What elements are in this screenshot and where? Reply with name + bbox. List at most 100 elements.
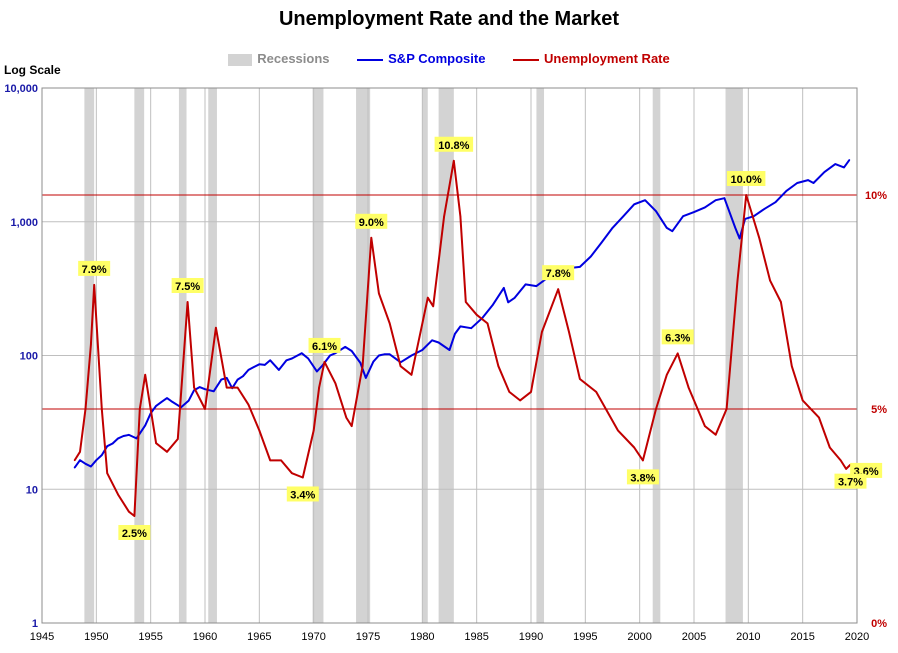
sp-composite-point — [187, 399, 190, 402]
unemployment-rate-point — [801, 399, 804, 402]
unemployment-rate-point — [79, 451, 81, 453]
sp-composite-point — [383, 353, 386, 356]
annotation: 9.0% — [355, 213, 388, 229]
sp-composite-point — [503, 287, 505, 289]
unemployment-rate-point — [73, 459, 76, 462]
sp-composite-point — [655, 210, 657, 212]
sp-composite-point — [253, 366, 255, 368]
series-lines — [73, 159, 852, 517]
sp-composite-point — [796, 182, 799, 184]
sp-composite-point — [122, 435, 125, 437]
sp-composite-point — [431, 339, 433, 342]
unemployment-rate-point — [117, 493, 119, 496]
annotation-label: 2.5% — [122, 528, 147, 540]
unemployment-rate-point — [687, 386, 690, 389]
annotation: 3.4% — [286, 486, 319, 502]
unemployment-rate-point — [100, 408, 103, 410]
annotation-highlight — [308, 337, 341, 353]
unemployment-rate-point — [280, 459, 282, 462]
sp-composite-point — [263, 364, 266, 366]
unemployment-rate-point — [312, 429, 315, 432]
unemployment-rate-point — [291, 472, 293, 475]
unemployment-rate-point — [486, 322, 489, 325]
annotation: 10.8% — [434, 136, 474, 152]
sp-composite-point — [507, 301, 509, 304]
unemployment-rate-point — [453, 159, 455, 162]
legend-item-unemployment-rate: Unemployment Rate — [513, 51, 670, 66]
annotation-highlight — [542, 265, 575, 281]
legend-label-sp-composite: S&P Composite — [388, 51, 486, 67]
annotation-label: 9.0% — [359, 217, 384, 229]
unemployment-rate-point — [128, 510, 130, 513]
unemployment-rate-point — [334, 382, 337, 385]
unemployment-rate-point — [370, 237, 373, 239]
sp-composite-point — [236, 378, 239, 381]
unemployment-rate-point — [579, 378, 581, 380]
y-left-tick-label: 100 — [20, 351, 38, 363]
x-tick-label: 2020 — [845, 631, 869, 643]
unemployment-rate-point — [642, 459, 644, 462]
sp-composite-point — [247, 369, 250, 371]
unemployment-rate-point — [758, 237, 760, 239]
annotation-highlight — [434, 136, 474, 152]
y-right-tick-label: 10% — [865, 190, 887, 202]
sp-composite-point — [258, 363, 261, 366]
sp-composite-point — [160, 401, 163, 403]
annotation: 3.7% — [834, 473, 867, 489]
unemployment-rate-point — [839, 459, 842, 462]
unemployment-rate-point — [302, 476, 304, 479]
annotation-label: 6.3% — [665, 332, 690, 344]
unemployment-rate-point — [410, 373, 413, 376]
unemployment-rate-point — [426, 296, 429, 299]
annotation-label: 7.9% — [82, 264, 107, 276]
sp-composite-point — [589, 255, 592, 258]
unemployment-rate-point — [725, 408, 728, 410]
sp-composite-point — [106, 445, 108, 447]
annotation: 3.8% — [626, 469, 659, 485]
sp-composite-point — [388, 353, 391, 356]
unemployment-rate-point — [459, 215, 462, 218]
unemployment-rate-point — [361, 365, 364, 368]
sp-composite-point — [410, 354, 413, 357]
sp-composite-point — [90, 465, 92, 468]
sp-composite-point — [812, 182, 815, 184]
unemployment-rate-point — [519, 399, 521, 402]
unemployment-rate-point — [818, 416, 820, 419]
sp-composite-point — [611, 227, 614, 229]
unemployment-rate-point — [236, 386, 239, 389]
sp-composite-point — [763, 207, 766, 210]
sp-composite-point — [316, 370, 318, 373]
annotation-highlight — [118, 525, 151, 540]
unemployment-rate-point — [318, 386, 320, 389]
x-tick-label: 1990 — [519, 631, 543, 643]
sp-composite-point — [225, 377, 228, 379]
unemployment-rate-point — [193, 386, 195, 389]
unemployment-rate-point — [595, 391, 597, 393]
legend-item-recessions: Recessions — [228, 51, 330, 67]
x-tick-label: 1955 — [138, 631, 162, 643]
x-tick-label: 1950 — [84, 631, 108, 643]
annotation-highlight — [171, 278, 204, 293]
annotation: 6.1% — [308, 337, 341, 353]
unemployment-rate-point — [465, 301, 467, 303]
annotation: 7.5% — [171, 278, 204, 293]
sp-composite-point — [359, 362, 362, 364]
sp-composite-point — [155, 405, 157, 407]
unemployment-rate-point — [769, 279, 771, 282]
x-tick-label: 1965 — [247, 631, 271, 643]
unemployment-rate-point — [568, 331, 570, 333]
sp-composite-point — [785, 190, 788, 192]
unemployment-rate-point — [845, 468, 847, 470]
annotation: 7.9% — [78, 260, 111, 276]
x-tick-label: 2015 — [790, 631, 814, 643]
log-scale-label: Log Scale — [4, 63, 61, 77]
x-tick-label: 1945 — [30, 631, 54, 643]
sp-composite-point — [278, 369, 280, 371]
legend-label-recessions: Recessions — [257, 51, 330, 67]
sp-composite-point — [666, 227, 668, 229]
legend: Recessions S&P Composite Unemployment Ra… — [0, 50, 898, 66]
x-tick-label: 2000 — [627, 631, 651, 643]
sp-composite-point — [644, 199, 646, 201]
annotation-highlight — [626, 469, 659, 485]
